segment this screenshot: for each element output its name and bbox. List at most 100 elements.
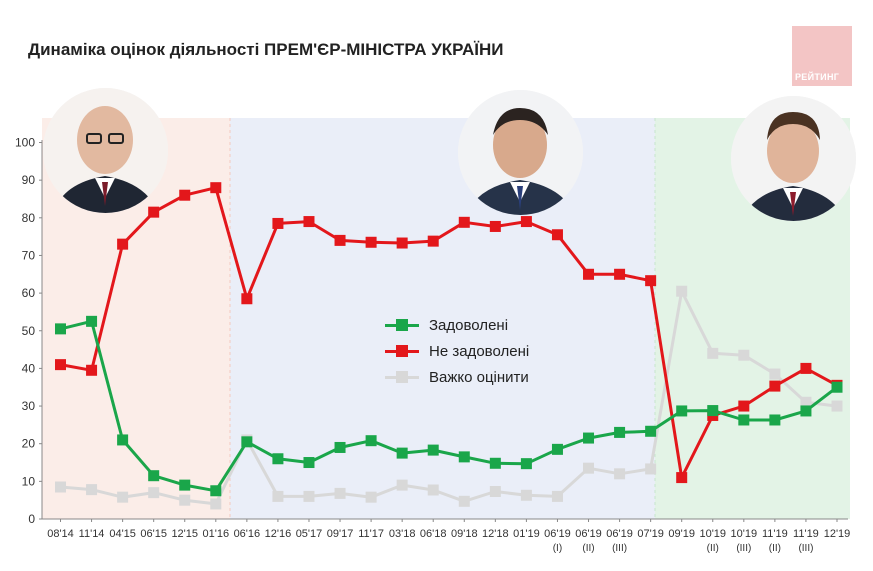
- data-point: [427, 235, 439, 247]
- data-point: [676, 405, 688, 417]
- axes: 0 10 20 30 40 50 60 70 80 90 100 08'14 11'14 04'15 06'…: [15, 136, 850, 555]
- data-point: [396, 447, 408, 459]
- y-tick-label: 80: [22, 211, 36, 225]
- data-point: [489, 457, 501, 469]
- x-tick-label: 11'17: [358, 528, 384, 540]
- data-point: [210, 485, 222, 497]
- x-tick-label: 12'18: [482, 528, 509, 540]
- data-point: [614, 468, 626, 480]
- x-tick-label: 08'14: [47, 528, 74, 540]
- data-point: [738, 349, 750, 361]
- data-point: [458, 451, 470, 463]
- data-point: [117, 238, 129, 250]
- data-point: [303, 216, 315, 228]
- data-point: [800, 405, 812, 417]
- legend-item-unsatisfied: Не задоволені: [385, 338, 529, 364]
- data-point: [583, 268, 595, 280]
- data-point: [800, 362, 812, 374]
- data-point: [427, 484, 439, 496]
- y-tick-label: 90: [22, 173, 36, 187]
- data-point: [645, 275, 657, 287]
- data-point: [210, 182, 222, 194]
- series-lines: [55, 182, 843, 510]
- x-tick-label: (II): [707, 543, 719, 554]
- data-point: [210, 498, 222, 510]
- data-point: [241, 436, 253, 448]
- x-tick-label: 06'18: [420, 528, 447, 540]
- data-point: [86, 484, 98, 496]
- x-tick-label: 12'16: [265, 528, 292, 540]
- x-tick-label: 11'19: [762, 528, 788, 540]
- data-point: [272, 453, 284, 465]
- data-point: [458, 216, 470, 228]
- data-point: [831, 400, 843, 412]
- x-tick-label: 06'19: [575, 528, 602, 540]
- x-tick-label: (I): [553, 543, 562, 554]
- x-tick-label: (III): [612, 543, 627, 554]
- data-point: [645, 425, 657, 437]
- data-point: [551, 490, 563, 502]
- data-point: [334, 487, 346, 499]
- data-point: [551, 229, 563, 241]
- data-point: [800, 396, 812, 408]
- data-point: [179, 189, 191, 201]
- data-point: [489, 220, 501, 232]
- data-point: [396, 479, 408, 491]
- data-point: [303, 490, 315, 502]
- y-tick-label: 30: [22, 399, 36, 413]
- data-point: [365, 435, 377, 447]
- rating-logo: РЕЙТИНГ: [792, 26, 852, 86]
- data-point: [520, 216, 532, 228]
- x-tick-label: 11'14: [79, 528, 105, 540]
- x-tick-label: 01'19: [513, 528, 540, 540]
- y-tick-label: 10: [22, 474, 36, 488]
- y-tick-label: 40: [22, 361, 36, 375]
- data-point: [676, 285, 688, 297]
- x-tick-label: 09'19: [668, 528, 695, 540]
- data-point: [117, 491, 129, 503]
- legend-label: Задоволені: [429, 316, 509, 334]
- x-tick-label: 09'17: [327, 528, 354, 540]
- data-point: [614, 426, 626, 438]
- data-point: [55, 359, 66, 371]
- x-tick-label: 06'16: [234, 528, 261, 540]
- data-point: [831, 381, 843, 393]
- data-point: [614, 268, 626, 280]
- data-point: [551, 443, 563, 455]
- legend-swatch-green: [385, 318, 419, 331]
- x-tick-label: 10'19: [699, 528, 726, 540]
- legend-swatch-red: [385, 344, 419, 357]
- x-tick-label: (II): [582, 543, 594, 554]
- x-tick-label: 11'19: [793, 528, 819, 540]
- chart-legend: Задоволені Не задоволені Важко оцінити: [385, 312, 529, 390]
- data-point: [272, 490, 284, 502]
- data-point: [148, 487, 160, 499]
- legend-label: Важко оцінити: [429, 368, 529, 386]
- chart-title: Динаміка оцінок діяльності ПРЕМ'ЄР-МІНІС…: [28, 40, 504, 59]
- data-point: [365, 236, 377, 248]
- y-tick-label: 60: [22, 286, 36, 300]
- legend-item-hard-to-say: Важко оцінити: [385, 364, 529, 390]
- data-point: [489, 486, 501, 498]
- y-tick-label: 50: [22, 324, 36, 338]
- data-point: [86, 364, 98, 376]
- data-point: [583, 432, 595, 444]
- y-tick-label: 100: [15, 136, 35, 150]
- x-tick-label: (III): [736, 543, 751, 554]
- data-point: [520, 458, 532, 470]
- data-point: [117, 434, 129, 446]
- x-tick-label: 10'19: [731, 528, 758, 540]
- data-point: [55, 481, 66, 493]
- x-tick-label: 06'15: [140, 528, 167, 540]
- portrait-groysman: [458, 90, 583, 215]
- data-point: [334, 441, 346, 453]
- data-point: [707, 347, 719, 359]
- x-tick-label: 07'19: [637, 528, 664, 540]
- y-tick-label: 70: [22, 248, 36, 262]
- data-point: [458, 495, 470, 507]
- data-point: [396, 237, 408, 249]
- data-point: [334, 234, 346, 246]
- data-point: [583, 462, 595, 474]
- data-point: [272, 217, 284, 229]
- portrait-yatsenyuk: [43, 88, 168, 213]
